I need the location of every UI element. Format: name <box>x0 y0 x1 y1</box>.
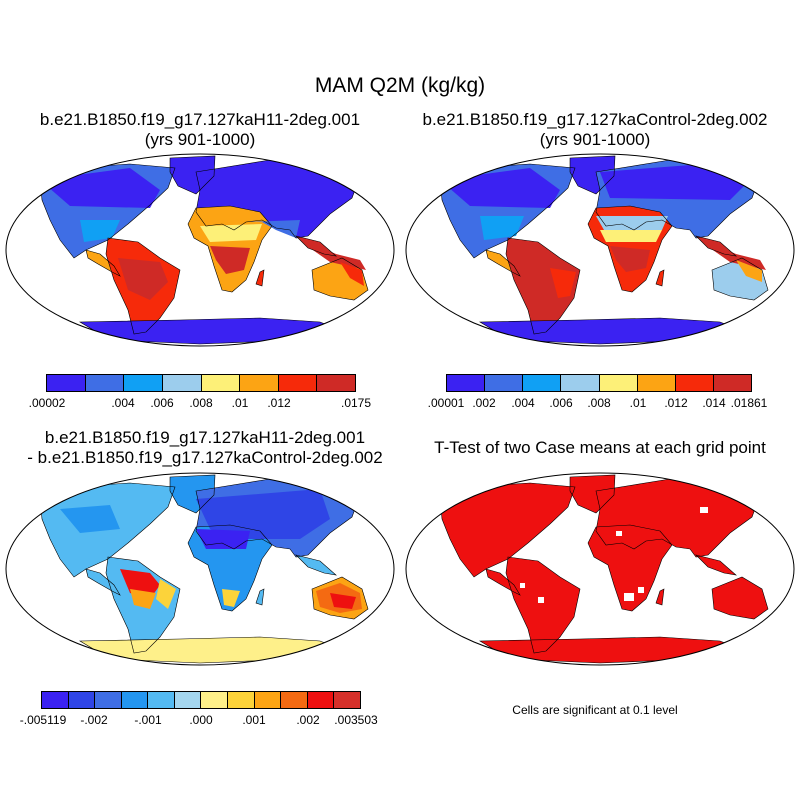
colorbar-difference-swatch <box>201 692 228 708</box>
colorbar-difference-label: -.005119 <box>20 713 66 727</box>
colorbar-difference-swatch <box>148 692 175 708</box>
colorbar-case1-label: .006 <box>150 396 173 410</box>
colorbar-case2-label: .01861 <box>731 396 768 410</box>
colorbar-case1-label: .00002 <box>29 396 66 410</box>
colorbar-case2-swatch <box>600 375 638 391</box>
colorbar-case2-swatch <box>447 375 485 391</box>
colorbar-case2-label: .01 <box>630 396 647 410</box>
colorbar-difference-swatch <box>308 692 335 708</box>
colorbar-difference-swatch <box>69 692 96 708</box>
figure-title: MAM Q2M (kg/kg) <box>0 74 800 98</box>
panel-case1-title-line2: (yrs 901-1000) <box>30 130 370 150</box>
significance-note: Cells are significant at 0.1 level <box>440 703 750 717</box>
colorbar-difference-swatch <box>334 692 360 708</box>
map-case1 <box>0 150 400 350</box>
colorbar-case1-label: .012 <box>267 396 290 410</box>
colorbar-case2-label: .014 <box>702 396 725 410</box>
panel-case2-title-line2: (yrs 901-1000) <box>420 130 770 150</box>
colorbar-difference-label: .002 <box>296 713 319 727</box>
colorbar-case2-label: .006 <box>549 396 572 410</box>
colorbar-case1-label: .01 <box>232 396 249 410</box>
panel-case2-title-line1: b.e21.B1850.f19_g17.127kaControl-2deg.00… <box>420 110 770 130</box>
panel-difference-title-line2: - b.e21.B1850.f19_g17.127kaControl-2deg.… <box>5 448 405 468</box>
colorbar-difference-swatch <box>228 692 255 708</box>
colorbar-difference-label: .003503 <box>334 713 377 727</box>
map-case2 <box>400 150 800 350</box>
colorbar-case1-swatch <box>124 375 163 391</box>
colorbar-case1-swatch <box>86 375 125 391</box>
panel-case1-title-line1: b.e21.B1850.f19_g17.127kaH11-2deg.001 <box>30 110 370 130</box>
colorbar-case1-label: .004 <box>111 396 134 410</box>
colorbar-case2-swatch <box>561 375 599 391</box>
colorbar-difference-swatch <box>175 692 202 708</box>
colorbar-case2-swatch <box>523 375 561 391</box>
map-difference <box>0 469 400 669</box>
colorbar-case1-swatch <box>240 375 279 391</box>
colorbar-difference-swatch <box>95 692 122 708</box>
colorbar-difference-label: -.001 <box>134 713 161 727</box>
colorbar-difference-swatch <box>281 692 308 708</box>
colorbar-case1-label: .0175 <box>341 396 371 410</box>
colorbar-case1-swatch <box>279 375 318 391</box>
colorbar-case2-swatch <box>485 375 523 391</box>
colorbar-difference <box>41 691 361 709</box>
panel-case2-title: b.e21.B1850.f19_g17.127kaControl-2deg.00… <box>420 110 770 150</box>
colorbar-case1-swatch <box>317 375 355 391</box>
colorbar-case1-swatch <box>47 375 86 391</box>
colorbar-difference-swatch <box>122 692 149 708</box>
panel-case1-title: b.e21.B1850.f19_g17.127kaH11-2deg.001 (y… <box>30 110 370 150</box>
colorbar-case2-label: .012 <box>664 396 687 410</box>
colorbar-case1 <box>46 374 356 392</box>
map-ttest <box>400 469 800 669</box>
colorbar-difference-label: -.002 <box>80 713 107 727</box>
colorbar-case2-label: .002 <box>472 396 495 410</box>
colorbar-case2-swatch <box>676 375 714 391</box>
colorbar-case2-label: .008 <box>587 396 610 410</box>
colorbar-difference-label: .000 <box>189 713 212 727</box>
colorbar-difference-swatch <box>42 692 69 708</box>
colorbar-case1-label: .008 <box>189 396 212 410</box>
colorbar-case1-swatch <box>163 375 202 391</box>
colorbar-difference-label: .001 <box>242 713 265 727</box>
colorbar-case2 <box>446 374 752 392</box>
panel-difference-title-line1: b.e21.B1850.f19_g17.127kaH11-2deg.001 <box>5 428 405 448</box>
panel-difference-title: b.e21.B1850.f19_g17.127kaH11-2deg.001 - … <box>5 428 405 468</box>
colorbar-case2-swatch <box>714 375 751 391</box>
panel-ttest-title: T-Test of two Case means at each grid po… <box>415 438 785 458</box>
colorbar-case2-swatch <box>638 375 676 391</box>
colorbar-case2-label: .004 <box>511 396 534 410</box>
colorbar-case2-label: .00001 <box>428 396 465 410</box>
colorbar-difference-swatch <box>255 692 282 708</box>
colorbar-case1-swatch <box>202 375 241 391</box>
